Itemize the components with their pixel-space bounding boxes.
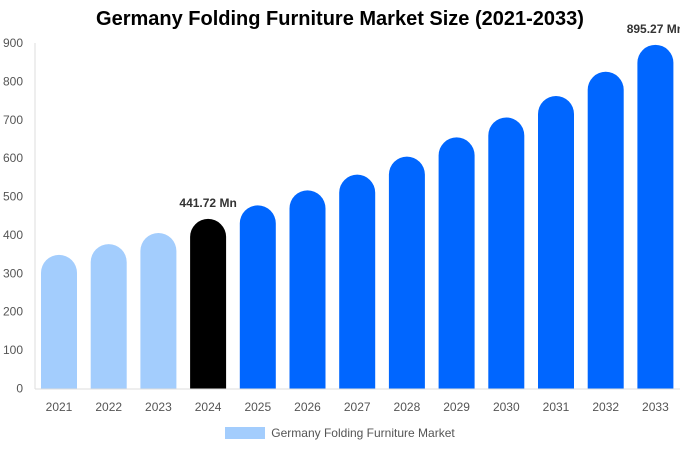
- y-tick-label: 200: [3, 305, 23, 319]
- bar-2024: [190, 218, 227, 389]
- x-tick-label: 2033: [642, 400, 669, 414]
- y-tick-label: 900: [3, 36, 23, 50]
- x-tick-label: 2022: [95, 400, 122, 414]
- x-tick-label: 2030: [493, 400, 520, 414]
- legend: Germany Folding Furniture Market: [0, 426, 680, 440]
- y-tick-label: 700: [3, 113, 23, 127]
- chart-title: Germany Folding Furniture Market Size (2…: [96, 8, 584, 30]
- bar-2030: [488, 117, 525, 389]
- x-tick-label: 2027: [344, 400, 371, 414]
- bar-2029: [438, 137, 475, 389]
- y-tick-label: 100: [3, 343, 23, 357]
- y-tick-label: 300: [3, 266, 23, 280]
- bar-2025: [239, 205, 276, 389]
- x-tick-label: 2025: [244, 400, 271, 414]
- x-tick-label: 2021: [46, 400, 73, 414]
- x-tick-label: 2023: [145, 400, 172, 414]
- x-tick-label: 2024: [195, 400, 222, 414]
- bar-2032: [587, 71, 624, 389]
- bar-2031: [538, 95, 574, 389]
- data-label: 441.72 Mn: [179, 196, 236, 210]
- x-tick-label: 2026: [294, 400, 321, 414]
- bar-2033: [637, 44, 674, 389]
- bar-2026: [289, 190, 326, 389]
- y-tick-label: 0: [16, 382, 23, 396]
- x-tick-label: 2028: [394, 400, 421, 414]
- bar-2022: [90, 244, 127, 389]
- x-tick-label: 2032: [592, 400, 619, 414]
- bar-2027: [339, 174, 376, 389]
- x-tick-label: 2031: [543, 400, 570, 414]
- y-tick-label: 800: [3, 74, 23, 88]
- data-label: 895.27 Mn: [627, 22, 680, 36]
- bar-2021: [41, 254, 77, 389]
- legend-swatch: [225, 427, 266, 439]
- legend-label: Germany Folding Furniture Market: [271, 426, 455, 440]
- y-tick-label: 600: [3, 151, 23, 165]
- bar-2028: [388, 156, 425, 389]
- bar-2023: [140, 233, 177, 389]
- y-tick-label: 500: [3, 190, 23, 204]
- y-tick-label: 400: [3, 228, 23, 242]
- x-tick-label: 2029: [443, 400, 470, 414]
